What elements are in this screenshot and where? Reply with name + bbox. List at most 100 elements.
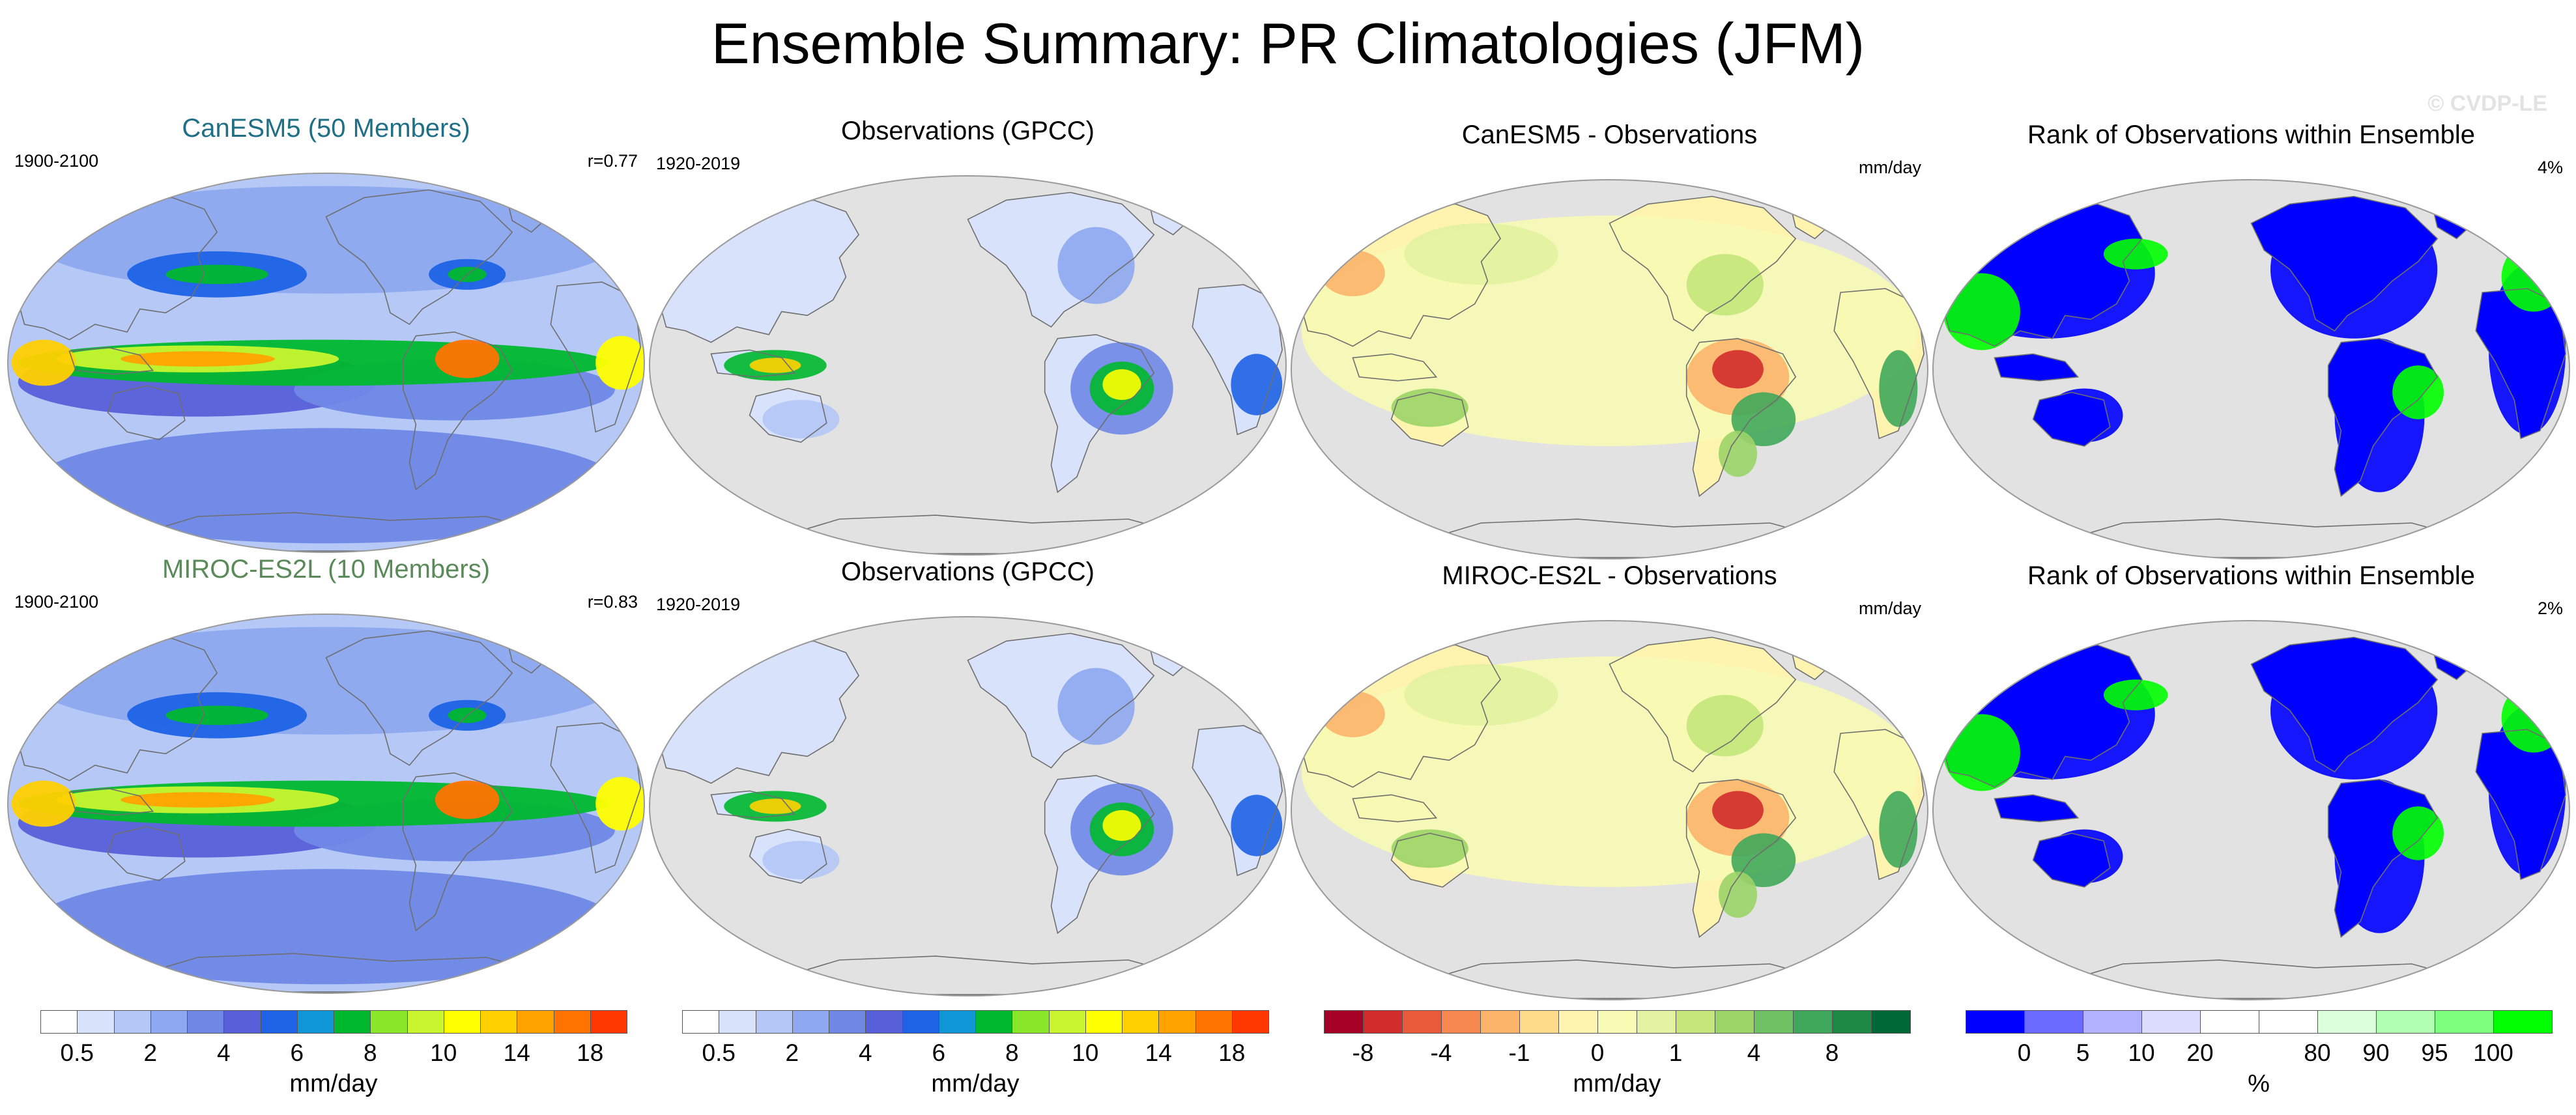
colorbar-tick-label: 0 [1590,1039,1605,1066]
colorbar-tick-label: -4 [1430,1039,1452,1066]
colorbar-tick-label: 95 [2421,1039,2448,1066]
panel-title: Observations (GPCC) [841,558,1095,586]
map-panel-6: Observations (GPCC) 1920-2019 [647,556,1289,996]
coastline-namerica [1609,636,1797,773]
colorbar-swatch [2024,1010,2083,1034]
colorbar-tick-label: 4 [858,1039,872,1066]
coastline-maritime [68,346,154,375]
coastline-antarctica [1404,959,1841,999]
coastline-namerica [325,189,513,326]
coastline-australia [749,828,827,884]
field-feature-6 [1391,829,1468,868]
colorbar-tick-label: 80 [2304,1039,2331,1066]
colorbar-swatch [1519,1010,1559,1034]
colorbar-tick-label: 8 [363,1039,377,1066]
coastline-maritime [1352,353,1438,382]
coastline-antarctica [2046,959,2483,999]
colorbar-swatch [755,1010,793,1034]
coastline-samerica [402,331,513,491]
colorbar-swatch [334,1010,371,1034]
colorbar-3: -8 -4 -1 0 1 4 8 mm/day [1324,1010,1911,1101]
field-feature-7 [2501,242,2566,312]
field-feature-8 [435,780,500,819]
colorbar-tick-label: 2 [143,1039,158,1066]
field-feature-2 [1102,810,1141,841]
colorbar-swatch [1048,1010,1086,1034]
colorbar-swatch [2493,1010,2553,1034]
coastline-namerica [1609,195,1797,332]
land-fill-maritime [1994,354,2078,381]
colorbar-swatch [1558,1010,1598,1034]
colorbar-tick-label: 4 [216,1039,231,1066]
field-feature-6 [1231,354,1283,416]
panel-corner-value: mm/day [1858,158,1921,177]
panel-title: Rank of Observations within Ensemble [2027,120,2475,149]
colorbar-swatch [2200,1010,2259,1034]
colorbar-swatch [1441,1010,1481,1034]
colorbar-1: 0.5 2 4 6 8 10 14 18 mm/day [40,1010,627,1101]
coastline-australia [1390,391,1469,447]
field-feature-7 [762,841,840,880]
colorbar-swatch [792,1010,829,1034]
colorbar-swatch [902,1010,939,1034]
map-panel-1: CanESM5 (50 Members) 1900-2100 r=0.77 [5,112,647,553]
field-feature-2 [31,627,622,735]
panel-corner-value: mm/day [1858,599,1921,618]
colorbar-tick-label: 2 [785,1039,799,1066]
colorbar-swatch [1637,1010,1676,1034]
coastline-namerica [325,630,513,767]
map-rank [1932,620,2570,1000]
field-feature-7 [762,400,840,439]
colorbar-tick-label: 14 [503,1039,530,1066]
panel-period: 1920-2019 [656,595,741,614]
colorbar-swatch [1122,1010,1160,1034]
field-feature-9 [11,780,76,827]
colorbar-swatch [1871,1010,1911,1034]
colorbar-swatch [40,1010,78,1034]
panel-period: 1920-2019 [656,154,741,173]
colorbar-swatch [1793,1010,1833,1034]
colorbar-swatch [113,1010,151,1034]
field-feature-3 [2046,388,2123,443]
field-feature-6 [2392,806,2444,860]
field-feature-4 [749,798,801,814]
colorbar-swatch [1158,1010,1196,1034]
colorbar-swatch [1012,1010,1050,1034]
map-panel-5: MIROC-ES2L (10 Members) 1900-2100 r=0.83 [5,553,647,994]
coastline-samerica [2327,337,2439,498]
colorbar-tick-label: 4 [1747,1039,1761,1066]
field-feature-2 [1712,791,1764,830]
colorbar-swatch [553,1010,591,1034]
colorbar-swatch [1085,1010,1123,1034]
field-feature-9 [1686,254,1764,316]
field-feature-8 [1404,223,1558,285]
field-feature-7 [121,792,275,808]
coastline-australia [2032,391,2111,447]
panel-corner-value: r=0.83 [587,592,638,612]
colorbar-swatch [407,1010,444,1034]
colorbar-swatch [260,1010,298,1034]
colorbar-swatch [1363,1010,1403,1034]
colorbar-tick-label: -1 [1508,1039,1530,1066]
colorbar-tick-label: 10 [2128,1039,2155,1066]
field-feature-7 [121,351,275,367]
field-feature-2 [1102,369,1141,401]
field-feature-12 [165,705,268,726]
colorbar-units-label: % [2248,1070,2270,1097]
panel-title: CanESM5 (50 Members) [182,114,470,143]
field-feature-3 [1731,833,1796,887]
colorbar-swatch [2083,1010,2142,1034]
colorbar-tick-label: 8 [1005,1039,1019,1066]
colorbar-tick-label: 6 [932,1039,946,1066]
field-feature-1 [31,869,622,985]
colorbar-tick-label: 0 [2017,1039,2031,1066]
map-panel-8: Rank of Observations within Ensemble 2% [1930,559,2572,1000]
coastline-antarctica [121,512,558,552]
coastline-samerica [1044,333,1155,494]
map-border [1291,179,1928,559]
colorbar-swatch [865,1010,903,1034]
field-feature-6 [2392,365,2444,419]
colorbar-swatch [1966,1010,2025,1034]
field-feature-8 [2103,679,2168,711]
coastline-samerica [1685,778,1797,939]
